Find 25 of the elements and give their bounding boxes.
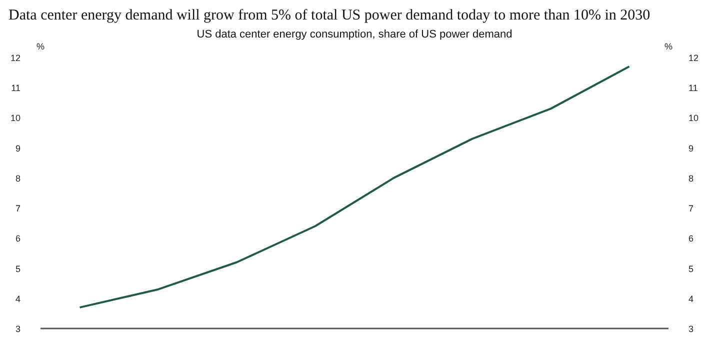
y2-tick-label: 4 [688, 294, 694, 304]
y2-tick-label: 5 [688, 264, 694, 274]
y2-tick-label: 10 [688, 113, 699, 124]
y2-tick-label: 9 [688, 143, 694, 154]
y-tick-label: 9 [15, 143, 21, 154]
line-series [78, 66, 630, 308]
y-tick-label: 10 [10, 113, 21, 124]
y2-tick-label: 11 [688, 83, 698, 94]
y-tick-label: 8 [15, 173, 21, 184]
y2-tick-label: 3 [688, 324, 694, 334]
chart-subtitle: US data center energy consumption, share of US power demand [196, 28, 512, 40]
y-tick-label: 11 [11, 83, 20, 94]
y-tick-label: 5 [15, 264, 21, 274]
y2-axis-title: % [664, 42, 673, 52]
y-axis-title: % [36, 42, 45, 52]
y2-tick-label: 6 [688, 234, 694, 244]
y-tick-label: 6 [15, 234, 21, 244]
y-tick-label: 12 [10, 53, 21, 63]
y-tick-label: 4 [15, 294, 21, 304]
y2-tick-label: 8 [688, 173, 694, 184]
y2-tick-label: 7 [688, 204, 694, 214]
y-tick-label: 7 [15, 204, 21, 214]
y-tick-label: 3 [15, 324, 21, 334]
chart-title: Data center energy demand will grow from 5% of total US power demand today to more than 10% in 2030 [8, 8, 650, 24]
y2-tick-label: 12 [688, 53, 699, 63]
